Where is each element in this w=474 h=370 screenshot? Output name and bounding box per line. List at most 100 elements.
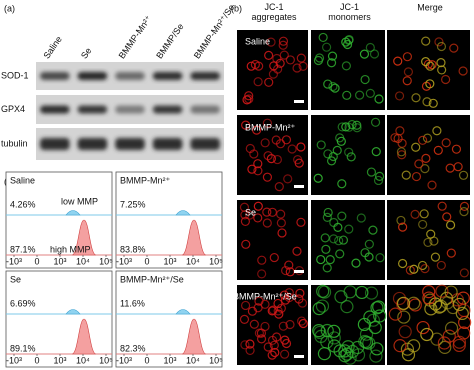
cell — [411, 171, 422, 182]
cell — [277, 228, 287, 238]
row-label: Se — [245, 207, 256, 217]
cell — [267, 306, 277, 316]
cell — [257, 255, 267, 265]
cell — [334, 290, 348, 304]
cell — [426, 229, 436, 239]
cell — [240, 340, 250, 350]
cell — [241, 120, 251, 130]
cell — [397, 310, 411, 324]
cell — [337, 122, 347, 132]
cell — [345, 344, 360, 359]
cell — [352, 120, 362, 130]
cell — [388, 307, 403, 321]
cell — [280, 335, 290, 345]
cell — [396, 296, 411, 310]
cell — [420, 164, 430, 174]
cell — [402, 76, 412, 86]
cell — [320, 323, 334, 338]
cell — [435, 284, 449, 298]
lane-label: BMMP/Se — [154, 22, 185, 61]
cell — [327, 51, 338, 61]
axis-tick-label: -10³ — [6, 355, 22, 365]
cell — [285, 55, 295, 65]
cell — [451, 144, 462, 154]
cell — [433, 145, 443, 155]
cell — [444, 321, 459, 335]
plot-title: Saline — [10, 175, 35, 185]
cell — [418, 219, 428, 230]
cell — [298, 318, 308, 329]
cell — [269, 252, 279, 263]
cell — [394, 91, 405, 101]
cell — [252, 125, 262, 135]
plot-title: BMMP-Mn²⁺ — [120, 175, 170, 185]
cell — [368, 225, 378, 235]
cell — [458, 66, 468, 76]
cell — [297, 316, 307, 326]
row-label: BMMP-Mn²⁺/Se — [233, 291, 297, 301]
cell — [262, 218, 272, 228]
axis-tick-label: 0 — [34, 256, 39, 266]
cell — [402, 52, 413, 62]
cell — [398, 222, 408, 232]
blot-band — [40, 72, 70, 80]
cell — [262, 207, 272, 217]
cell — [274, 182, 284, 192]
cell — [344, 147, 354, 157]
cell — [442, 329, 456, 343]
cell — [287, 144, 297, 154]
axis-tick-label: 10⁵ — [209, 355, 223, 365]
cell — [326, 58, 337, 68]
row-label: tubulin — [1, 138, 28, 148]
cell — [323, 207, 333, 218]
high-percent: 87.1% — [10, 244, 36, 254]
cell — [334, 236, 344, 246]
blot-band — [115, 72, 145, 80]
cell — [254, 328, 265, 338]
cell — [278, 40, 288, 50]
cell — [434, 37, 444, 47]
cell — [393, 339, 407, 353]
cell — [272, 154, 282, 165]
cell — [369, 49, 380, 59]
cell — [422, 291, 436, 305]
cell — [267, 350, 277, 360]
cell — [457, 303, 471, 318]
low-percent: 6.69% — [10, 298, 36, 308]
cell — [273, 306, 283, 316]
cell — [441, 74, 451, 85]
cell — [316, 254, 326, 265]
cell — [436, 41, 447, 52]
cell — [296, 217, 306, 227]
panel-label: (a) — [4, 3, 15, 13]
blot-band — [190, 138, 220, 150]
cell — [452, 338, 466, 353]
plot-frame — [115, 270, 223, 368]
low-percent: 7.25% — [120, 199, 146, 209]
cell — [276, 218, 286, 228]
cell — [375, 253, 385, 263]
cell — [432, 126, 442, 136]
cell — [240, 210, 250, 220]
cell — [457, 326, 471, 340]
cell — [317, 285, 332, 299]
cell — [393, 56, 403, 66]
cell — [244, 94, 254, 104]
cell — [418, 135, 428, 145]
cell — [246, 61, 256, 71]
cell — [359, 49, 370, 59]
cell — [329, 234, 339, 244]
plot-frame — [5, 270, 113, 368]
axis-tick-label: 10⁴ — [186, 256, 200, 266]
cell — [269, 61, 279, 71]
cell — [325, 255, 335, 265]
blot-band — [77, 105, 108, 114]
cell — [262, 118, 273, 128]
cell — [342, 39, 353, 50]
cell — [279, 50, 289, 60]
cell — [368, 320, 382, 335]
cell — [269, 340, 279, 350]
cell — [436, 260, 446, 271]
axis-tick-label: 10³ — [53, 355, 66, 365]
low-peak — [175, 210, 191, 216]
